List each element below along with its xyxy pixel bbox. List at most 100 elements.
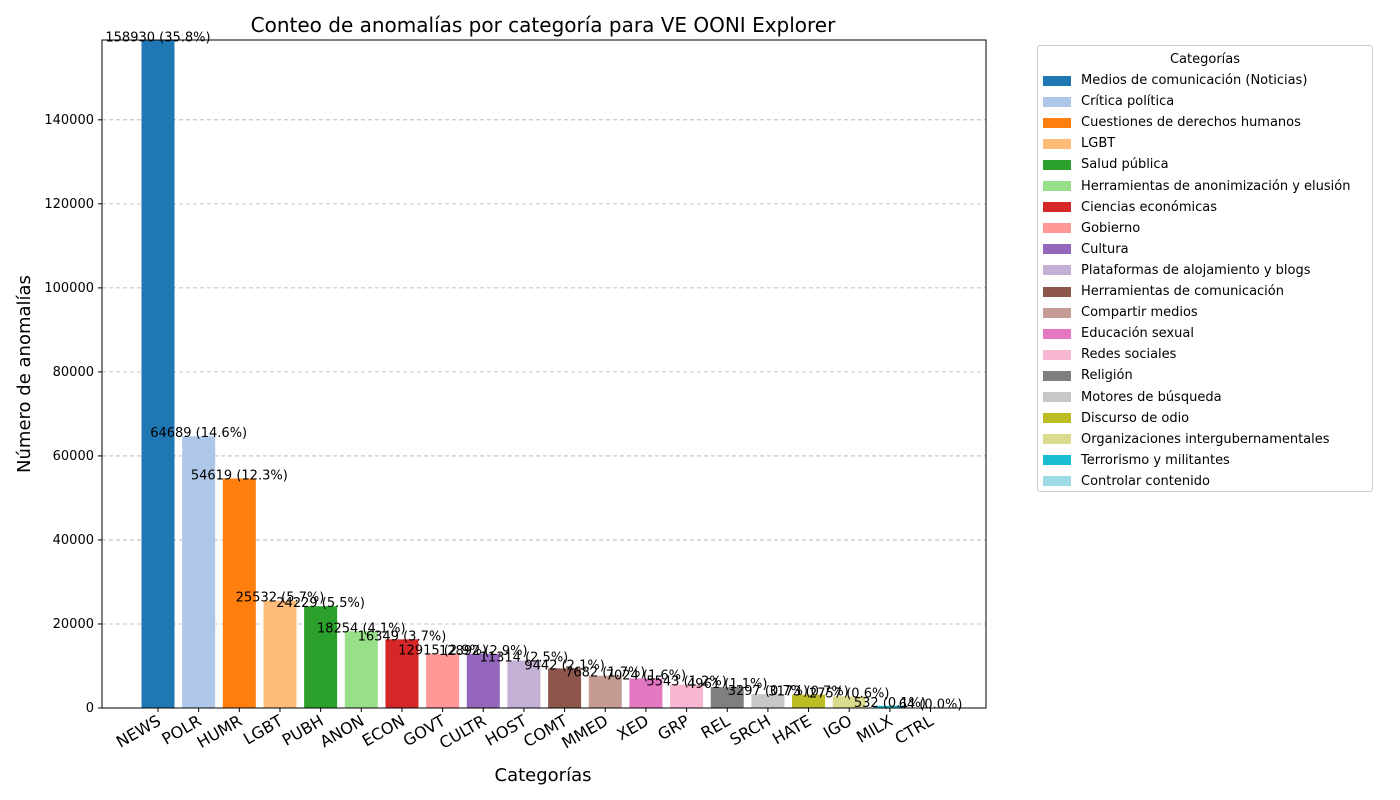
data-labels: 158930 (35.8%) 64689 (14.6%) 54619 (12.3%)… (105, 30, 962, 712)
legend-item: Medios de comunicación (Noticias) (1043, 70, 1307, 91)
legend-swatch (1043, 413, 1071, 424)
legend-label: Salud pública (1081, 157, 1169, 173)
legend-swatch (1043, 265, 1071, 276)
legend-item: LGBT (1043, 133, 1115, 154)
x-tick-label: ECON (359, 711, 408, 750)
x-tick-label: XED (614, 711, 652, 744)
legend-swatch (1043, 328, 1071, 339)
data-label: 24229 (5.5%) (276, 596, 365, 611)
legend-swatch (1043, 223, 1071, 234)
legend-label: Herramientas de comunicación (1081, 284, 1284, 299)
y-tick-label: 120000 (44, 197, 94, 212)
legend: Categorías Medios de comunicación (Notic… (1037, 45, 1373, 492)
bar-igo (832, 696, 866, 708)
data-label: 3173 (0.7%) (768, 685, 848, 700)
bar-mmed (588, 675, 622, 708)
bar-comt (548, 668, 582, 708)
y-tick-label: 60000 (53, 449, 94, 464)
legend-label: Discurso de odio (1081, 410, 1190, 426)
legend-label: Terrorismo y militantes (1081, 452, 1230, 468)
y-tick-label: 0 (86, 701, 94, 716)
data-label: 12892 (2.9%) (439, 644, 528, 659)
legend-item: Controlar contenido (1043, 471, 1210, 492)
legend-label: Gobierno (1081, 220, 1141, 236)
x-axis-ticks: NEWSPOLRHUMRLGBTPUBHANONECONGOVTCULTRHOS… (113, 708, 937, 753)
legend-label: Compartir medios (1081, 305, 1198, 321)
data-label: 18254 (4.1%) (317, 621, 406, 636)
y-tick-label: 80000 (53, 365, 94, 380)
bar-govt (426, 653, 460, 708)
data-label: 64689 (14.6%) (150, 426, 247, 441)
x-tick-label: IGO (820, 711, 855, 742)
y-tick-label: 100000 (44, 281, 94, 296)
bar-rel (710, 687, 744, 708)
x-tick-label: MMED (558, 711, 611, 752)
bar-xed (629, 678, 663, 708)
legend-label: Motores de búsqueda (1081, 389, 1222, 405)
bar-grp (670, 684, 704, 708)
legend-label: Crítica política (1081, 94, 1175, 110)
bar-hate (792, 694, 826, 708)
legend-label: Educación sexual (1081, 326, 1194, 342)
data-label: 9442 (2.1%) (524, 658, 604, 673)
y-axis-label: Número de anomalías (14, 275, 35, 473)
legend-label: Controlar contenido (1081, 473, 1210, 489)
x-axis-label: Categorías (495, 765, 592, 786)
legend-swatch (1043, 244, 1071, 255)
x-tick-label: GRP (654, 711, 693, 744)
legend-swatch (1043, 476, 1071, 487)
x-tick-label: PUBH (279, 711, 327, 750)
y-tick-label: 140000 (44, 113, 94, 128)
x-tick-label: LGBT (240, 711, 286, 749)
legend-item: Herramientas de anonimización y elusión (1043, 176, 1350, 197)
bar-cultr (466, 653, 500, 708)
legend-item: Plataformas de alojamiento y blogs (1043, 260, 1311, 281)
bar-humr (222, 478, 256, 708)
data-label: 16349 (3.7%) (358, 629, 447, 644)
data-label: 532 (0.1%) (854, 696, 926, 711)
legend-label: Medios de comunicación (Noticias) (1081, 73, 1308, 88)
x-tick-label: HATE (769, 711, 815, 748)
legend-swatch (1043, 307, 1071, 318)
bar-news (141, 40, 175, 709)
legend-label: Plataformas de alojamiento y blogs (1081, 262, 1311, 278)
legend-label: LGBT (1081, 136, 1116, 152)
x-tick-label: ANON (317, 711, 368, 751)
data-label: 64 (0.0%) (899, 698, 963, 713)
legend-label: Cuestiones de derechos humanos (1081, 115, 1301, 131)
data-label: 25532 (5.7%) (236, 591, 325, 606)
legend-swatch (1043, 392, 1071, 402)
legend-swatch (1043, 202, 1071, 213)
y-tick-label: 40000 (53, 533, 94, 548)
legend-label: Herramientas de anonimización y elusión (1081, 178, 1351, 194)
bar-polr (182, 436, 216, 708)
legend-swatch (1043, 75, 1071, 86)
legend-item: Educación sexual (1043, 323, 1194, 344)
legend-item: Cultura (1043, 239, 1129, 260)
legend-item: Motores de búsqueda (1043, 387, 1222, 408)
x-tick-label: HUMR (194, 711, 246, 752)
legend-item: Redes sociales (1043, 344, 1176, 365)
legend-item: Ciencias económicas (1043, 197, 1217, 218)
data-label: 7682 (1.7%) (565, 666, 645, 681)
legend-item: Crítica política (1043, 91, 1174, 112)
x-tick-label: CTRL (892, 711, 937, 748)
legend-label: Organizaciones intergubernamentales (1081, 431, 1330, 447)
data-label: 2757 (0.6%) (809, 686, 889, 701)
bar-econ (385, 639, 419, 708)
bar-milx (873, 705, 907, 708)
x-tick-label: HOST (482, 711, 530, 750)
legend-label: Ciencias económicas (1081, 199, 1218, 215)
data-label: 11314 (2.5%) (480, 650, 569, 665)
legend-swatch (1043, 370, 1071, 381)
legend-swatch (1043, 181, 1071, 191)
legend-label: Religión (1081, 368, 1133, 384)
legend-swatch (1043, 159, 1071, 170)
plot-frame (101, 39, 987, 709)
legend-swatch (1043, 138, 1071, 149)
bar-srch (751, 694, 785, 708)
legend-item: Discurso de odio (1043, 408, 1189, 429)
legend-swatch (1043, 434, 1071, 445)
legend-title: Categorías (1169, 52, 1241, 67)
bar-lgbt (263, 600, 297, 708)
